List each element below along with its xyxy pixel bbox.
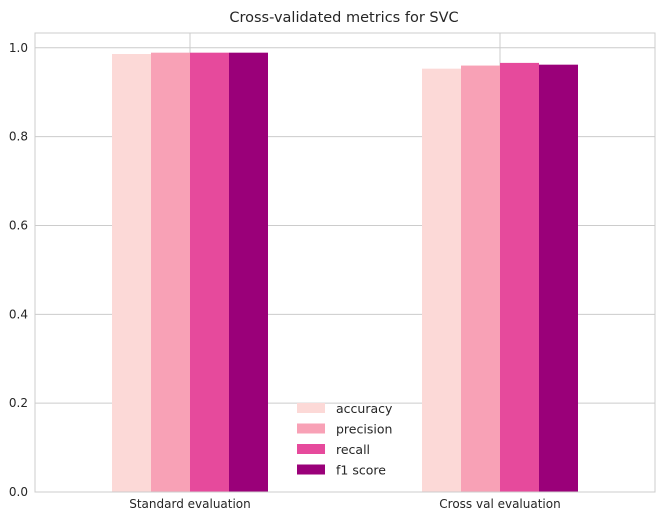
legend-label: recall: [336, 442, 370, 457]
x-tick-label: Standard evaluation: [129, 497, 251, 511]
x-tick-label: Cross val evaluation: [439, 497, 560, 511]
legend-label: f1 score: [336, 463, 386, 478]
bar-f1-score-2: [539, 64, 578, 492]
bar-precision-2: [461, 65, 500, 493]
y-tick-label: 0.6: [9, 218, 28, 232]
chart-title: Cross-validated metrics for SVC: [229, 10, 458, 26]
bar-precision-1: [151, 52, 190, 493]
y-tick-label: 0.0: [9, 485, 28, 499]
legend-label: accuracy: [336, 401, 393, 416]
y-tick-label: 0.8: [9, 130, 28, 144]
bar-recall-2: [500, 62, 539, 492]
legend-label: precision: [336, 422, 392, 437]
bar-accuracy-2: [422, 68, 461, 492]
y-tick-label: 0.4: [9, 307, 28, 321]
plot-frame: [34, 32, 656, 493]
bar-f1-score-1: [229, 52, 268, 493]
y-axis: 0.0 0.2 0.4 0.6 0.8 1.0: [9, 41, 28, 499]
legend-swatch: [297, 444, 325, 454]
x-axis: Standard evaluation Cross val evaluation: [129, 497, 560, 511]
legend: accuracy precision recall f1 score: [297, 401, 393, 478]
legend-swatch: [297, 403, 325, 413]
bar-accuracy-1: [112, 54, 151, 492]
legend-swatch: [297, 423, 325, 434]
bar-recall-1: [190, 52, 229, 493]
legend-swatch: [297, 464, 325, 475]
y-tick-label: 0.2: [9, 396, 28, 410]
bars: [112, 52, 578, 493]
y-tick-label: 1.0: [9, 41, 28, 55]
